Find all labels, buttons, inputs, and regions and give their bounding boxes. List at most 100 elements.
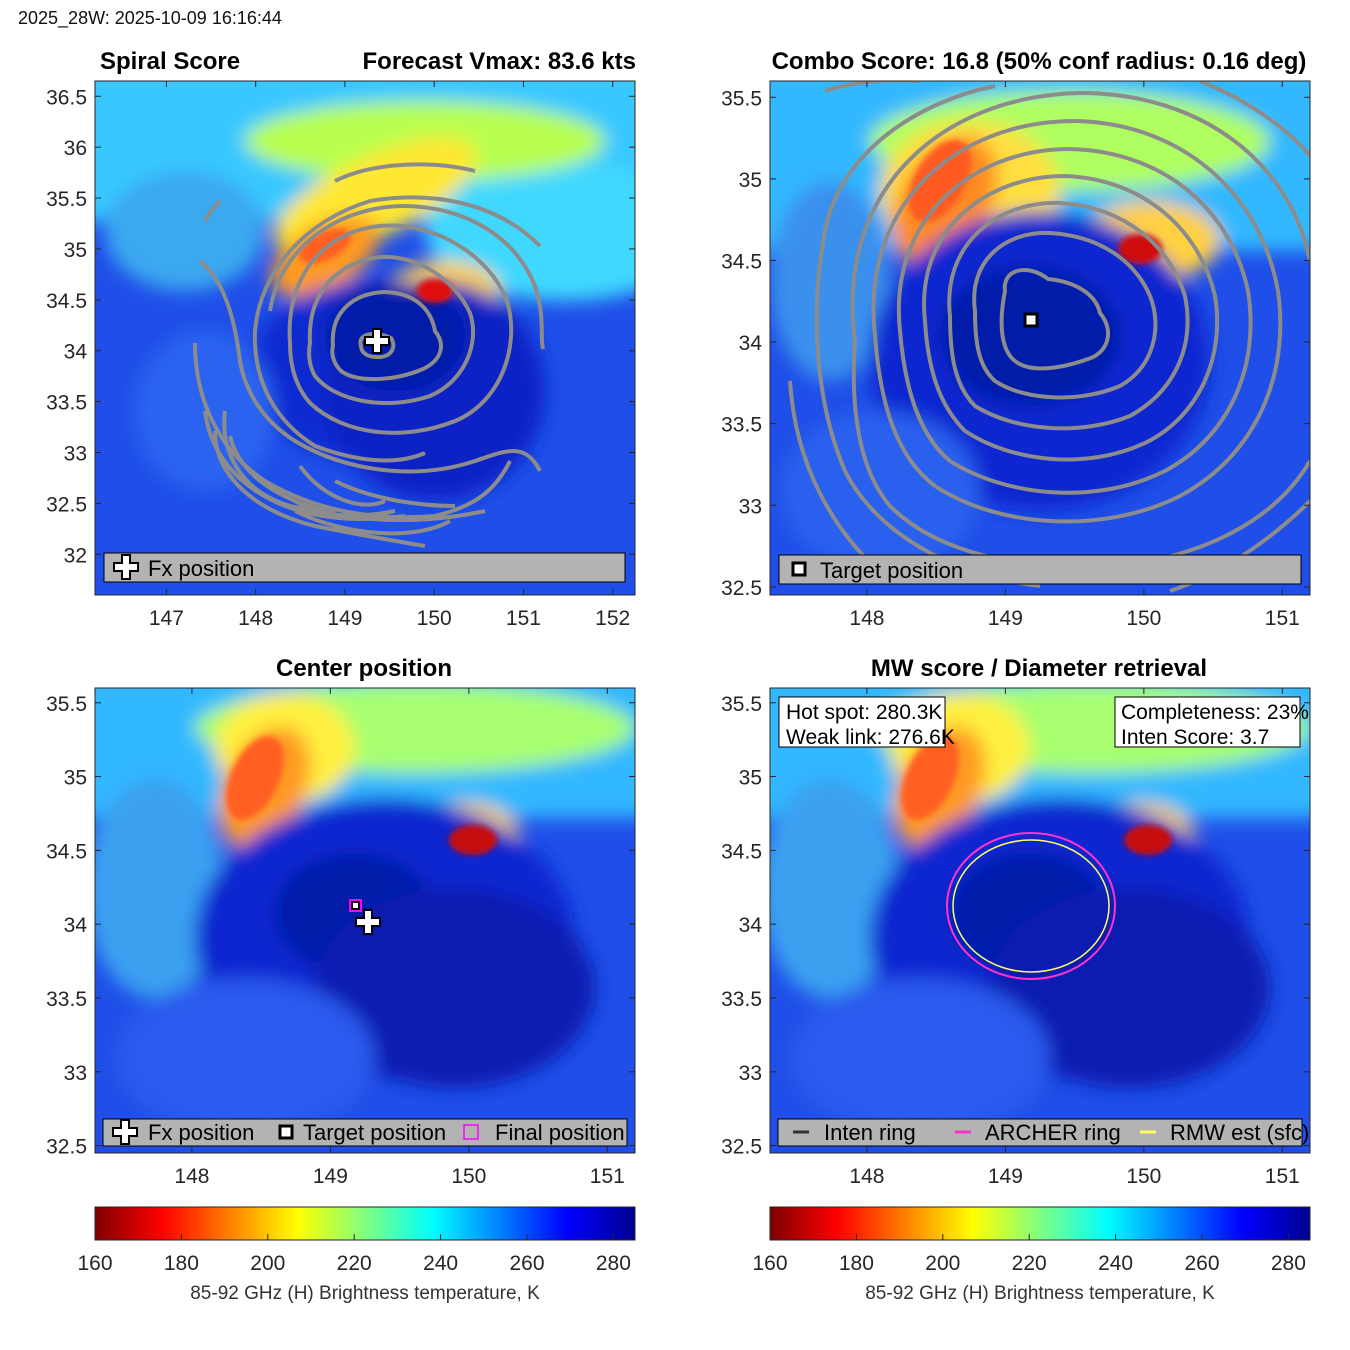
y-tick-label: 32.5 <box>46 493 87 516</box>
x-tick-label: 150 <box>417 607 452 630</box>
y-tick-label: 33 <box>739 495 762 518</box>
mw-legend: Inten ring ARCHER ring RMW est (sfc) <box>777 1118 1309 1147</box>
magenta-square-icon <box>463 1124 479 1140</box>
x-tick-label: 151 <box>506 607 541 630</box>
combo-heatmap: Target position <box>770 81 1310 595</box>
center-legend-final-label: Final position <box>495 1120 625 1145</box>
combo-title: Combo Score: 16.8 (50% conf radius: 0.16… <box>772 48 1307 75</box>
center-legend-target-label: Target position <box>303 1120 446 1145</box>
mw-info-right: Completeness: 23% Inten Score: 3.7 <box>1114 696 1309 749</box>
spiral-score-panel: Spiral Score Forecast Vmax: 83.6 kts <box>46 48 636 630</box>
spiral-fx-marker <box>364 328 390 354</box>
x-tick-label: 150 <box>1126 607 1161 630</box>
x-tick-label: 148 <box>849 1165 884 1188</box>
colorbar-tick-label: 160 <box>77 1252 112 1275</box>
x-tick-label: 151 <box>1265 607 1300 630</box>
colorbar-tick-label: 180 <box>839 1252 874 1275</box>
y-tick-label: 33 <box>739 1062 762 1085</box>
y-tick-label: 32.5 <box>721 1136 762 1159</box>
mw-title: MW score / Diameter retrieval <box>871 655 1207 682</box>
spiral-contours <box>193 162 545 548</box>
y-tick-label: 33.5 <box>721 988 762 1011</box>
mw-heatmap: Hot spot: 280.3K Weak link: 276.6K Compl… <box>770 688 1310 1153</box>
colorbar-tick-label: 220 <box>1012 1252 1047 1275</box>
y-tick-label: 33.5 <box>46 392 87 415</box>
inten-score-text: Inten Score: 3.7 <box>1121 726 1269 749</box>
y-tick-label: 32 <box>64 544 87 567</box>
spiral-title: Spiral Score <box>100 48 240 75</box>
colorbar-tick-label: 240 <box>1098 1252 1133 1275</box>
y-tick-label: 34 <box>739 332 763 355</box>
colorbar-left-label: 85-92 GHz (H) Brightness temperature, K <box>190 1283 540 1304</box>
colorbar-tick-label: 240 <box>423 1252 458 1275</box>
y-tick-label: 35.5 <box>721 693 762 716</box>
spiral-heatmap: Fx position <box>95 81 635 595</box>
center-legend: Fx position Target position Final positi… <box>102 1118 628 1147</box>
y-tick-label: 33 <box>64 443 87 466</box>
center-heatmap: Fx position Target position Final positi… <box>95 688 635 1153</box>
x-tick-label: 150 <box>1126 1165 1161 1188</box>
colorbar-tick-label: 180 <box>164 1252 199 1275</box>
mw-info-left: Hot spot: 280.3K Weak link: 276.6K <box>778 696 955 749</box>
header-title: 2025_28W: 2025-10-09 16:16:44 <box>18 8 282 28</box>
mw-legend-inten-label: Inten ring <box>824 1120 916 1145</box>
combo-legend: Target position <box>778 554 1302 585</box>
center-title: Center position <box>276 655 452 682</box>
combo-legend-label: Target position <box>820 558 963 583</box>
x-tick-label: 151 <box>1265 1165 1300 1188</box>
colorbar-tick-label: 220 <box>337 1252 372 1275</box>
completeness-text: Completeness: 23% <box>1121 701 1309 724</box>
y-tick-label: 34 <box>739 914 763 937</box>
plus-icon <box>113 554 139 580</box>
colorbar-right: 160 180 200 220 240 260 280 85-92 GHz (H) Brig… <box>752 1206 1311 1304</box>
y-tick-label: 32.5 <box>46 1136 87 1159</box>
y-tick-label: 35 <box>739 169 762 192</box>
x-tick-label: 149 <box>988 1165 1023 1188</box>
colorbar-tick-label: 260 <box>509 1252 544 1275</box>
x-tick-label: 149 <box>327 607 362 630</box>
y-tick-label: 32.5 <box>721 577 762 600</box>
center-position-panel: Center position <box>46 655 636 1188</box>
x-tick-label: 148 <box>849 607 884 630</box>
colorbar-right-label: 85-92 GHz (H) Brightness temperature, K <box>865 1283 1215 1304</box>
colorbar-tick-label: 200 <box>250 1252 285 1275</box>
archer-ring <box>946 832 1116 980</box>
x-tick-label: 148 <box>174 1165 209 1188</box>
colorbar-tick-label: 280 <box>1271 1252 1306 1275</box>
target-position-marker <box>351 901 360 910</box>
square-marker-icon <box>791 561 807 577</box>
y-tick-label: 33 <box>64 1062 87 1085</box>
colorbar-tick-label: 200 <box>925 1252 960 1275</box>
x-tick-label: 151 <box>590 1165 625 1188</box>
x-tick-label: 149 <box>988 607 1023 630</box>
x-tick-label: 148 <box>238 607 273 630</box>
y-tick-label: 34.5 <box>46 840 87 863</box>
y-tick-label: 35 <box>64 239 87 262</box>
y-tick-label: 36 <box>64 137 87 160</box>
spiral-legend-label: Fx position <box>148 556 254 581</box>
x-tick-label: 152 <box>595 607 630 630</box>
y-tick-label: 34 <box>64 341 88 364</box>
x-tick-label: 149 <box>313 1165 348 1188</box>
y-tick-label: 35.5 <box>46 188 87 211</box>
colorbar-tick-label: 260 <box>1184 1252 1219 1275</box>
y-tick-label: 33.5 <box>721 414 762 437</box>
fx-position-marker <box>355 909 381 935</box>
hot-spot-text: Hot spot: 280.3K <box>786 701 942 724</box>
y-tick-label: 34.5 <box>46 290 87 313</box>
y-tick-label: 34 <box>64 914 88 937</box>
y-tick-label: 34.5 <box>721 250 762 273</box>
forecast-vmax-title: Forecast Vmax: 83.6 kts <box>363 48 636 75</box>
weak-link-text: Weak link: 276.6K <box>786 726 955 749</box>
final-position-marker <box>349 899 362 912</box>
x-tick-label: 150 <box>451 1165 486 1188</box>
y-tick-label: 35.5 <box>721 87 762 110</box>
y-tick-label: 35 <box>64 767 87 790</box>
mw-score-panel: MW score / Diameter retrieval <box>721 655 1311 1188</box>
colorbar-tick-label: 280 <box>596 1252 631 1275</box>
square-marker-icon <box>278 1124 294 1140</box>
y-tick-label: 35.5 <box>46 693 87 716</box>
colorbar-tick-label: 160 <box>752 1252 787 1275</box>
y-tick-label: 36.5 <box>46 86 87 109</box>
x-tick-label: 147 <box>149 607 184 630</box>
